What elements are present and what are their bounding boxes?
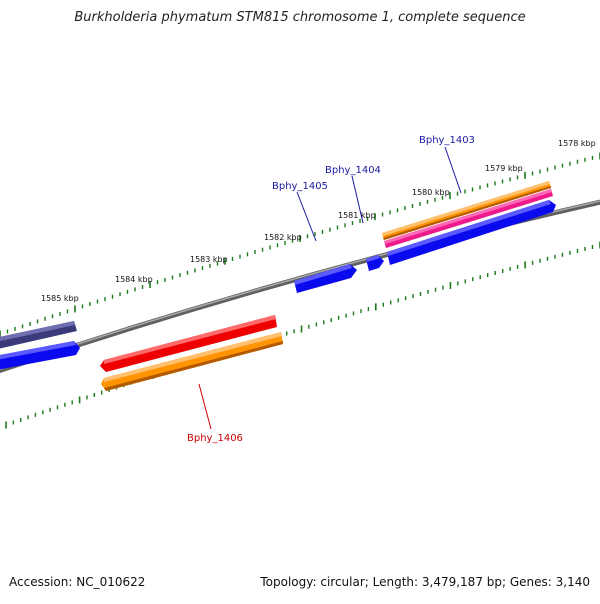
gene-label-bphy1406[interactable]: Bphy_1406 [187, 433, 243, 444]
scale-labels: 1578 kbp 1579 kbp 1580 kbp 1581 kbp 1582… [41, 139, 596, 303]
scale-label-1584: 1584 kbp [115, 275, 153, 284]
gene-navy-left [0, 321, 77, 349]
scale-label-1585: 1585 kbp [41, 294, 79, 303]
scale-label-1583: 1583 kbp [190, 255, 228, 264]
callout-line-bphy1405 [296, 191, 317, 242]
gene-blue-bphy1404[interactable] [366, 255, 384, 271]
gene-orange-bphy1406[interactable] [101, 332, 283, 391]
accession-text: Accession: NC_010622 [9, 575, 146, 589]
gene-blue-bphy1405[interactable] [294, 264, 357, 293]
gene-blue-left [0, 341, 80, 370]
gene-red[interactable] [100, 315, 277, 372]
scale-label-1578: 1578 kbp [558, 139, 596, 148]
outer-tick-ring [0, 152, 600, 338]
gene-orange-right [382, 181, 551, 240]
scale-label-1579: 1579 kbp [485, 164, 523, 173]
topology-summary: Topology: circular; Length: 3,479,187 bp… [260, 575, 590, 589]
map-title: Burkholderia phymatum STM815 chromosome … [74, 10, 526, 25]
callout-line-bphy1404 [351, 175, 364, 224]
gene-label-bphy1404[interactable]: Bphy_1404 [325, 165, 381, 176]
inner-tick-ring [5, 241, 600, 429]
callout-line-bphy1403 [444, 146, 462, 194]
scale-label-1580: 1580 kbp [412, 188, 450, 197]
gene-label-bphy1405[interactable]: Bphy_1405 [272, 181, 328, 192]
gene-pink-bphy1403[interactable] [384, 189, 553, 248]
gene-label-bphy1403[interactable]: Bphy_1403 [419, 135, 475, 146]
scale-label-1582: 1582 kbp [264, 233, 302, 242]
gene-blue-right [387, 200, 556, 265]
scale-label-1581: 1581 kbp [338, 211, 376, 220]
callout-line-bphy1406 [198, 383, 212, 430]
